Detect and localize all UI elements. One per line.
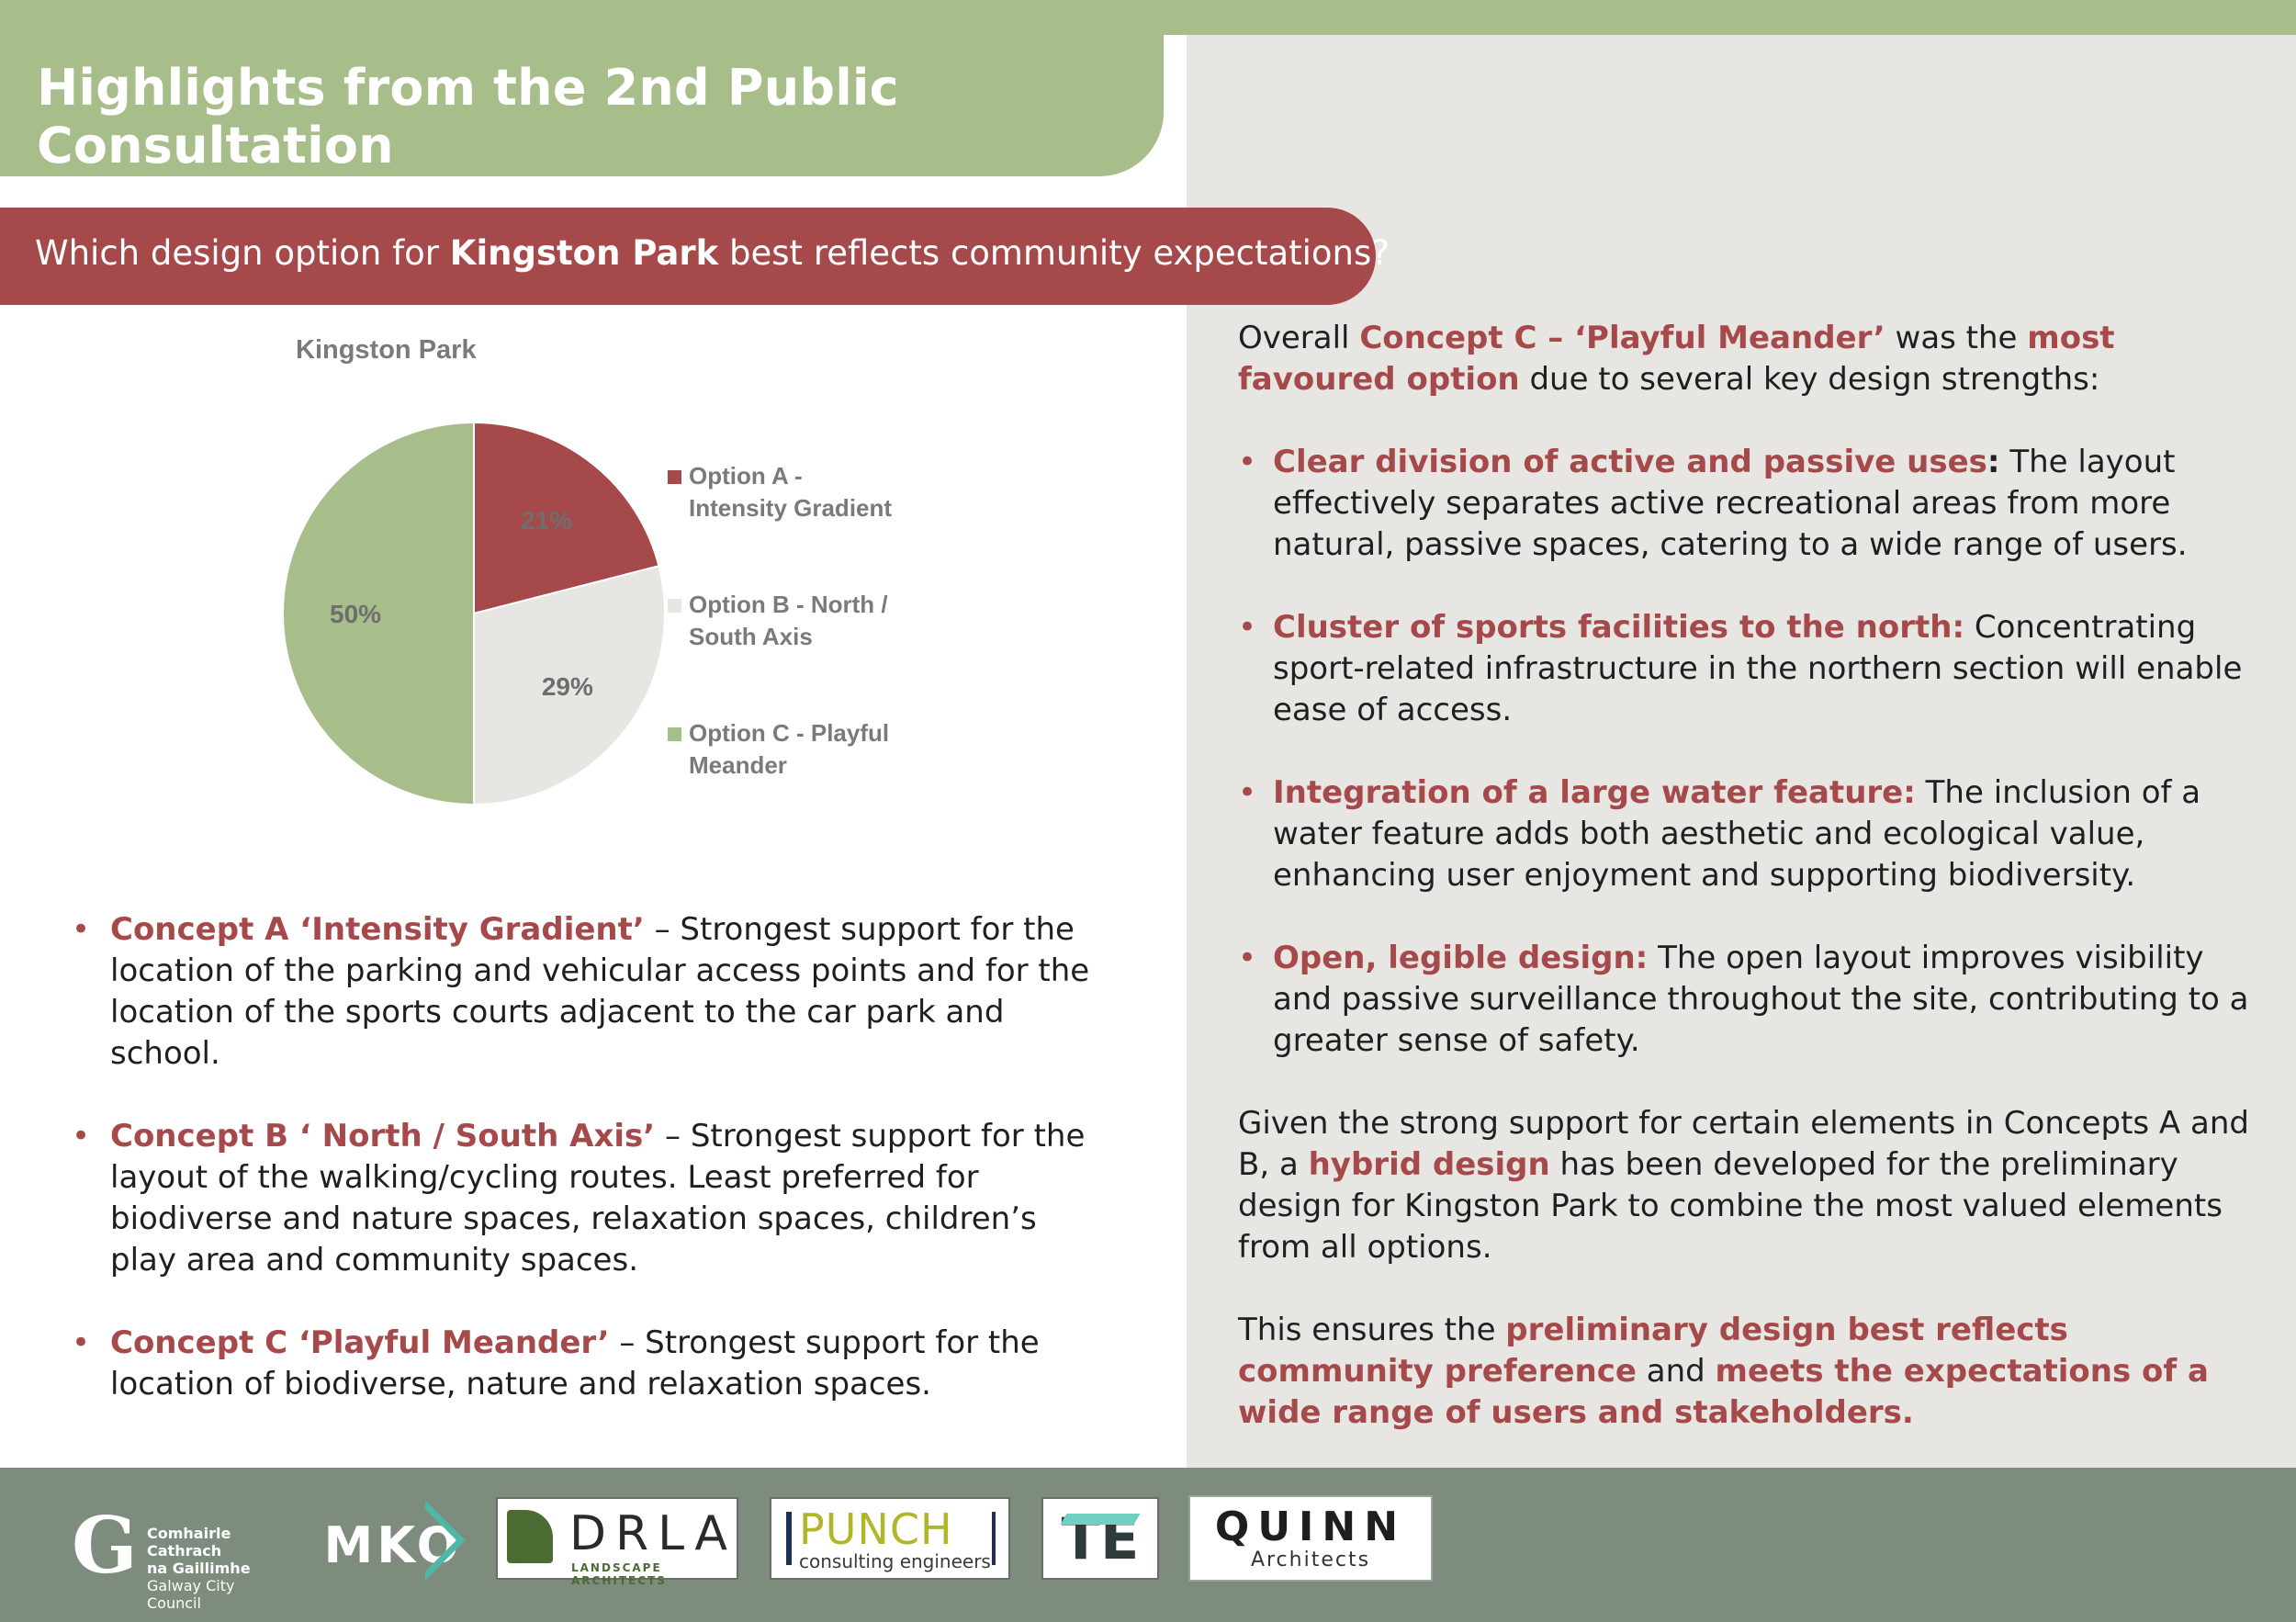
intro-highlight-2: most favoured option [1238, 320, 2115, 398]
intro-text-1: Overall [1238, 320, 1360, 356]
drla-name: DRLA [569, 1506, 737, 1561]
concept-b-text: – Strongest support for the layout of th… [110, 1118, 1086, 1278]
data-label: 21% [521, 506, 572, 535]
strength-title: Cluster of sports facilities to the nort… [1273, 609, 1965, 646]
intro-text-3: due to several key design strengths: [1519, 361, 2100, 398]
gcc-line-3: Galway City Council [147, 1577, 235, 1612]
intro-highlight-1: Concept C – ‘Playful Meander’ [1359, 320, 1885, 356]
findings-text: Overall Concept C – ‘Playful Meander’ wa… [1238, 318, 2257, 1475]
intro-text-2: was the [1885, 320, 2028, 356]
quinn-sub: Architects [1250, 1549, 1371, 1571]
punch-logo: PUNCH consulting engineers [770, 1497, 1010, 1580]
concept-c-title: Concept C ‘Playful Meander’ [110, 1324, 610, 1361]
list-item-concept-a: • Concept A ‘Intensity Gradient’ – Strong… [72, 909, 1091, 1075]
legend-label: Option C - Playful [689, 719, 889, 747]
strength-title: Clear division of active and passive use… [1273, 444, 1987, 480]
pie-slice-c [282, 421, 475, 806]
mko-logo: MKO [318, 1495, 468, 1594]
strength-item: • Integration of a large water feature: T… [1238, 772, 2257, 896]
concept-a-text: – Strongest support for the location of … [110, 911, 1090, 1072]
gcc-line-2: na Gaillimhe [147, 1560, 251, 1577]
legend-swatch [668, 599, 681, 613]
partner-logos-footer: G Comhairle Cathrach na Gaillimhe Galway… [0, 1468, 2296, 1622]
question-text: Which design option for Kingston Park be… [35, 233, 1390, 273]
drla-mark-icon [507, 1510, 553, 1563]
data-label: 50% [330, 600, 381, 628]
conclusion-paragraph: This ensures the preliminary design best… [1238, 1310, 2257, 1434]
pie-slice-b [473, 565, 666, 806]
legend-label: Meander [689, 751, 787, 779]
quinn-name: QUINN [1214, 1504, 1407, 1550]
quinn-architects-logo: QUINN Architects [1188, 1495, 1433, 1582]
strength-item: • Open, legible design: The open layout i… [1238, 938, 2257, 1062]
question-post: best reflects community expectations? [718, 233, 1390, 273]
te-logo: TE [1041, 1497, 1159, 1580]
strength-text: The open layout improves visibility and … [1273, 940, 2249, 1059]
galway-city-council-logo: G Comhairle Cathrach na Gaillimhe Galway… [72, 1500, 292, 1613]
conclusion-highlight-2: meets the expectations of a wide range o… [1238, 1353, 2209, 1431]
hybrid-text-1: Given the strong support for certain ele… [1238, 1105, 2249, 1183]
concept-b-title: Concept B ‘ North / South Axis’ [110, 1118, 656, 1155]
conclusion-highlight-1: preliminary design best reflects communi… [1238, 1312, 2068, 1390]
hybrid-text-2: has been developed for the preliminary d… [1238, 1146, 2223, 1266]
list-item-concept-c: • Concept C ‘Playful Meander’ – Strongest… [72, 1323, 1091, 1405]
strength-title: Integration of a large water feature: [1273, 774, 1916, 811]
hybrid-paragraph: Given the strong support for certain ele… [1238, 1103, 2257, 1268]
chart-title: Kingston Park [296, 335, 477, 365]
legend-swatch [668, 470, 681, 484]
pie-slice-a [473, 421, 660, 615]
legend-label: Option A - [689, 462, 803, 490]
pie-chart-svg: Kingston Park 21% 29% 50% Option A - Intensi… [282, 335, 892, 806]
question-banner: Which design option for Kingston Park be… [0, 208, 1390, 305]
strength-title: Open, legible design: [1273, 940, 1649, 976]
drla-logo: DRLA LANDSCAPE ARCHITECTS [496, 1497, 738, 1587]
bullet-dot: • [72, 911, 91, 948]
data-label: 29% [542, 672, 593, 701]
concept-a-title: Concept A ‘Intensity Gradient’ [110, 911, 645, 948]
punch-bar-icon [992, 1512, 996, 1565]
mko-text: MKO [323, 1515, 463, 1574]
bullet-dot: • [72, 1118, 91, 1155]
punch-bar-icon [786, 1512, 792, 1565]
concept-summary-list: • Concept A ‘Intensity Gradient’ – Strong… [72, 909, 1091, 1447]
strength-text: The layout effectively separates active … [1273, 444, 2188, 563]
te-roof-icon [1060, 1514, 1141, 1525]
conclusion-text-1: This ensures the [1238, 1312, 1506, 1348]
bullet-dot: • [1238, 609, 1257, 646]
strength-text: Concentrating sport-related infrastructu… [1273, 609, 2243, 728]
legend-swatch [668, 727, 681, 741]
legend-label: South Axis [689, 623, 813, 650]
punch-name: PUNCH [799, 1504, 953, 1554]
gcc-line-1: Comhairle Cathrach [147, 1525, 231, 1560]
page-title: Highlights from the 2nd Public Consultat… [37, 59, 899, 175]
gcc-g-mark: G [72, 1500, 138, 1591]
strength-colon: : [1986, 444, 2000, 480]
bullet-dot: • [1238, 940, 1257, 976]
bullet-dot: • [1238, 444, 1257, 480]
hybrid-highlight: hybrid design [1308, 1146, 1550, 1183]
strength-item: • Cluster of sports facilities to the nor… [1238, 607, 2257, 731]
title-banner: Highlights from the 2nd Public Consultat… [0, 0, 1164, 176]
strength-item: • Clear division of active and passive us… [1238, 442, 2257, 566]
strength-text: The inclusion of a water feature adds bo… [1273, 774, 2201, 894]
concept-c-text: – Strongest support for the location of … [110, 1324, 1040, 1402]
pie-chart: Kingston Park 21% 29% 50% Option A - Intensi… [239, 321, 974, 836]
question-pre: Which design option for [35, 233, 450, 273]
drla-sub: LANDSCAPE ARCHITECTS [571, 1561, 667, 1587]
intro-paragraph: Overall Concept C – ‘Playful Meander’ wa… [1238, 318, 2257, 400]
bullet-dot: • [72, 1324, 91, 1361]
legend-label: Option B - North / [689, 591, 888, 618]
legend-label: Intensity Gradient [689, 494, 892, 522]
conclusion-text-2: and [1636, 1353, 1716, 1390]
punch-sub: consulting engineers [799, 1550, 991, 1572]
question-bold: Kingston Park [449, 233, 719, 273]
gcc-text: Comhairle Cathrach na Gaillimhe Galway C… [147, 1525, 292, 1612]
bullet-dot: • [1238, 774, 1257, 811]
list-item-concept-b: • Concept B ‘ North / South Axis’ – Stron… [72, 1116, 1091, 1281]
